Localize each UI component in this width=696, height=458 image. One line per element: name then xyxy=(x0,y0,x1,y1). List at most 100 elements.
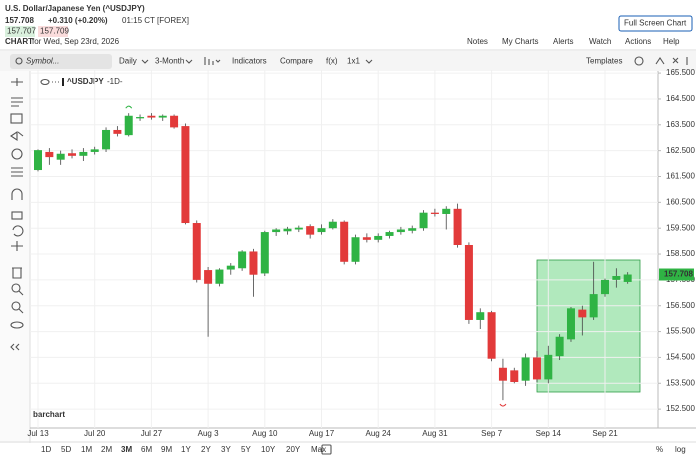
candle-body xyxy=(351,237,360,262)
candle-body xyxy=(192,223,201,280)
range-button[interactable]: 6M xyxy=(141,445,152,454)
full-screen-button[interactable] xyxy=(618,15,693,32)
x-tick-label: Aug 17 xyxy=(309,429,335,438)
header-link[interactable]: Notes xyxy=(467,37,488,46)
symbol-input[interactable] xyxy=(10,54,112,69)
candle-body xyxy=(260,232,269,274)
x-tick-label: Aug 10 xyxy=(252,429,278,438)
symbol-placeholder[interactable]: Symbol... xyxy=(26,57,59,66)
y-tick-label: 165.500 xyxy=(666,68,695,77)
candle-body xyxy=(374,235,383,240)
last-price-label: 157.708 xyxy=(664,270,693,279)
ask: 157.709 xyxy=(40,27,69,36)
series-swatch xyxy=(62,78,64,86)
candle-body xyxy=(102,129,111,150)
x-tick-label: Aug 3 xyxy=(198,429,219,438)
candle-body xyxy=(464,244,473,320)
range-button[interactable]: Max xyxy=(311,445,326,454)
header-link[interactable]: Actions xyxy=(625,37,651,46)
full-screen-label[interactable]: Full Screen Chart xyxy=(624,19,687,28)
candle-body xyxy=(498,367,507,381)
scale-button[interactable]: % xyxy=(656,445,663,454)
y-tick-label: 162.500 xyxy=(666,146,695,155)
candle-body xyxy=(532,357,541,380)
chart-date: for Wed, Sep 23rd, 2026 xyxy=(32,37,120,46)
toolbar-icons[interactable] xyxy=(655,57,688,65)
toolbar-item[interactable]: 1x1 xyxy=(347,57,360,66)
candle-body xyxy=(79,151,88,156)
range-button[interactable]: 5Y xyxy=(241,445,251,454)
candle-body xyxy=(362,237,371,240)
high-marker xyxy=(125,105,133,109)
drawing-rectangle[interactable] xyxy=(536,259,641,393)
settings-icon[interactable] xyxy=(634,56,644,66)
candle-body xyxy=(45,151,54,158)
x-tick-label: Jul 27 xyxy=(141,429,163,438)
candle-body xyxy=(544,354,553,380)
range-button[interactable]: 5D xyxy=(61,445,71,454)
toolbar-item[interactable]: Indicators xyxy=(232,57,267,66)
candle-body xyxy=(476,312,485,320)
range-button[interactable]: 3M xyxy=(121,445,132,454)
toolbar-item[interactable]: Templates xyxy=(586,57,622,66)
header-link[interactable]: My Charts xyxy=(502,37,538,46)
y-tick-label: 152.500 xyxy=(666,404,695,413)
range-button[interactable]: 9M xyxy=(161,445,172,454)
tool-icons[interactable] xyxy=(10,78,24,351)
x-tick-label: Aug 24 xyxy=(366,429,392,438)
candle-body xyxy=(181,126,190,224)
candle-body xyxy=(589,294,598,318)
candle-body xyxy=(612,276,621,280)
visibility-icon[interactable] xyxy=(40,78,50,86)
toolbar-item[interactable]: 3-Month xyxy=(155,57,184,66)
candle-body xyxy=(487,312,496,359)
ask-box xyxy=(38,26,68,37)
candle-body xyxy=(555,336,564,357)
bar-type-icon[interactable] xyxy=(204,57,221,65)
candle-body xyxy=(124,115,133,136)
x-tick-label: Sep 14 xyxy=(536,429,562,438)
chart-label: CHART xyxy=(5,37,33,46)
calendar-icon[interactable] xyxy=(321,444,332,455)
range-button[interactable]: 2Y xyxy=(201,445,211,454)
search-icon xyxy=(15,57,23,65)
range-button[interactable]: 3Y xyxy=(221,445,231,454)
y-tick-label: 163.500 xyxy=(666,120,695,129)
candle-body xyxy=(215,269,224,284)
candle-body xyxy=(90,149,99,152)
price: 157.708 xyxy=(5,16,34,25)
header-link[interactable]: Alerts xyxy=(553,37,573,46)
chevrons xyxy=(141,59,373,64)
toolbar-item[interactable]: Compare xyxy=(280,57,313,66)
candle-body xyxy=(510,370,519,382)
y-tick-label: 159.500 xyxy=(666,223,695,232)
toolbar-item[interactable]: Daily xyxy=(119,57,137,66)
range-button[interactable]: 2M xyxy=(101,445,112,454)
candle-body xyxy=(204,270,213,284)
range-button[interactable]: 1M xyxy=(81,445,92,454)
candle-body xyxy=(249,251,258,275)
y-tick-label: 164.500 xyxy=(666,94,695,103)
watermark: barchart xyxy=(33,410,65,419)
scale-button[interactable]: log xyxy=(675,445,686,454)
candle-body xyxy=(136,117,145,119)
candle-body xyxy=(385,232,394,236)
header-link[interactable]: Help xyxy=(663,37,680,46)
range-button[interactable]: 1D xyxy=(41,445,51,454)
header-link[interactable]: Watch xyxy=(589,37,611,46)
toolbar-item[interactable]: f(x) xyxy=(326,57,338,66)
title: U.S. Dollar/Japanese Yen (^USDJPY) xyxy=(5,4,145,13)
y-tick-label: 153.500 xyxy=(666,378,695,387)
range-button[interactable]: 1Y xyxy=(181,445,191,454)
candle-body xyxy=(272,229,281,233)
quote-time: 01:15 CT [FOREX] xyxy=(122,16,189,25)
bid: 157.707 xyxy=(7,27,36,36)
series-interval: -1D- xyxy=(107,77,123,86)
candle-body xyxy=(623,274,632,282)
range-button[interactable]: 20Y xyxy=(286,445,301,454)
candle-body xyxy=(113,129,122,134)
candle-body xyxy=(453,208,462,245)
range-button[interactable]: 10Y xyxy=(261,445,276,454)
candle-body xyxy=(396,229,405,233)
